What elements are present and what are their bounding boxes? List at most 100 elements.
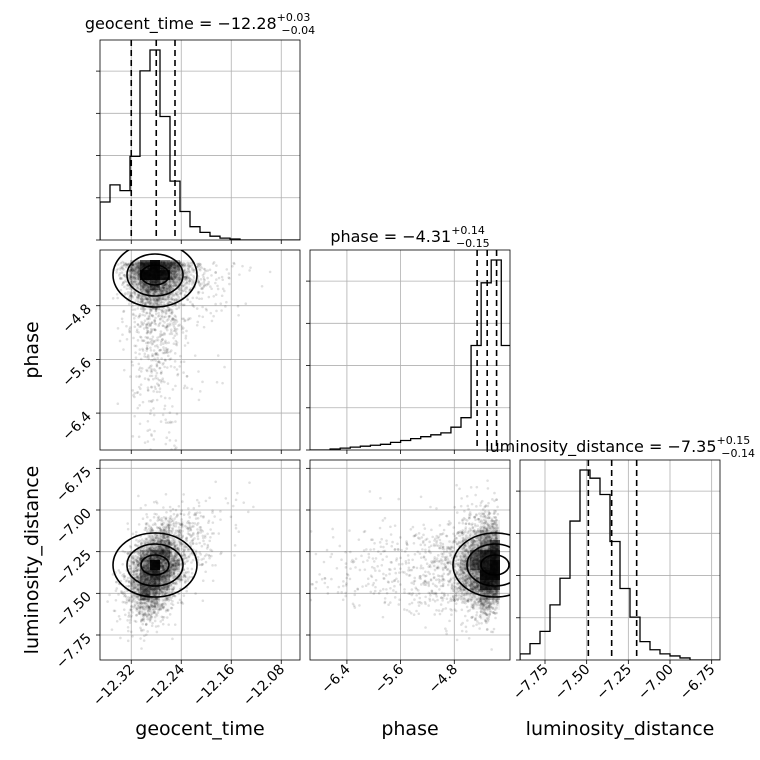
sample-point <box>165 616 169 619</box>
sample-point <box>188 276 191 280</box>
sample-point <box>136 263 139 267</box>
sample-point <box>162 331 166 335</box>
sample-point <box>142 598 146 602</box>
sample-point <box>150 301 153 305</box>
sample-point <box>141 283 145 287</box>
sample-point <box>157 545 161 548</box>
sample-point <box>156 586 160 589</box>
sample-point <box>176 562 180 566</box>
sample-point <box>169 572 173 576</box>
sample-point <box>142 639 146 642</box>
sample-point <box>161 284 165 287</box>
sample-point <box>161 311 164 314</box>
sample-point <box>134 356 138 359</box>
sample-point <box>173 334 177 338</box>
sample-point <box>171 279 175 282</box>
sample-point <box>152 598 156 602</box>
sample-point <box>136 567 140 571</box>
sample-point <box>153 299 156 303</box>
sample-point <box>233 544 237 547</box>
sample-point <box>139 283 143 286</box>
sample-point <box>127 580 131 584</box>
sample-point <box>129 275 133 278</box>
sample-point <box>151 580 154 583</box>
sample-point <box>142 286 146 289</box>
sample-point <box>144 553 147 557</box>
sample-point <box>147 548 151 551</box>
sample-point <box>183 581 187 584</box>
sample-point <box>149 548 153 552</box>
sample-point <box>134 299 138 302</box>
panel-frame <box>519 459 721 661</box>
sample-point <box>169 301 173 304</box>
sample-point <box>137 544 140 547</box>
sample-point <box>157 360 161 363</box>
sample-point <box>138 294 141 298</box>
sample-point <box>248 481 251 484</box>
sample-point <box>195 296 199 300</box>
sample-point <box>153 385 157 389</box>
sample-point <box>145 298 149 302</box>
sample-point <box>158 348 162 352</box>
sample-point <box>128 270 131 273</box>
sample-point <box>170 286 174 290</box>
sample-point <box>147 286 151 290</box>
sample-point <box>227 272 231 275</box>
sample-point <box>168 516 172 520</box>
sample-point <box>221 278 225 282</box>
sample-point <box>151 298 155 302</box>
sample-point <box>164 596 167 600</box>
sample-point <box>168 555 172 558</box>
sample-point <box>141 584 145 588</box>
sample-point <box>146 578 150 582</box>
sample-point <box>143 563 146 567</box>
sample-point <box>134 262 138 266</box>
sample-point <box>134 268 137 271</box>
sample-point <box>164 561 167 565</box>
sample-point <box>146 597 150 601</box>
sample-point <box>137 316 140 319</box>
sample-point <box>154 387 157 391</box>
sample-point <box>204 570 207 574</box>
sample-point <box>153 328 157 331</box>
histogram-step <box>310 259 510 450</box>
sample-point <box>126 262 130 266</box>
sample-point <box>131 363 135 367</box>
sample-point <box>166 525 169 529</box>
sample-point <box>165 286 168 289</box>
sample-point <box>116 296 119 300</box>
sample-point <box>143 301 147 305</box>
sample-point <box>171 564 175 567</box>
sample-point <box>169 266 173 270</box>
sample-point <box>146 608 149 611</box>
sample-point <box>171 276 174 280</box>
sample-point <box>154 298 158 301</box>
sample-point <box>146 298 149 301</box>
hist-clip <box>100 40 300 240</box>
sample-point <box>210 554 213 558</box>
sample-point <box>154 523 157 526</box>
sample-point <box>153 297 157 300</box>
density-cell <box>130 280 140 290</box>
sample-point <box>168 280 172 283</box>
sample-point <box>175 555 178 559</box>
sample-point <box>139 287 142 291</box>
sample-point <box>132 267 136 271</box>
sample-point <box>144 288 148 291</box>
sample-point <box>188 265 192 268</box>
sample-point <box>134 262 138 266</box>
sample-point <box>199 263 202 266</box>
sample-point <box>131 570 135 573</box>
sample-point <box>167 553 171 556</box>
sample-point <box>129 277 133 280</box>
sample-point <box>146 561 150 565</box>
sample-point <box>210 319 214 323</box>
sample-point <box>140 579 144 582</box>
sample-point <box>135 559 139 563</box>
sample-point <box>129 630 133 634</box>
sample-point <box>169 264 173 268</box>
sample-point <box>144 574 148 578</box>
sample-point <box>186 341 190 345</box>
sample-point <box>135 538 138 542</box>
sample-point <box>168 282 172 286</box>
